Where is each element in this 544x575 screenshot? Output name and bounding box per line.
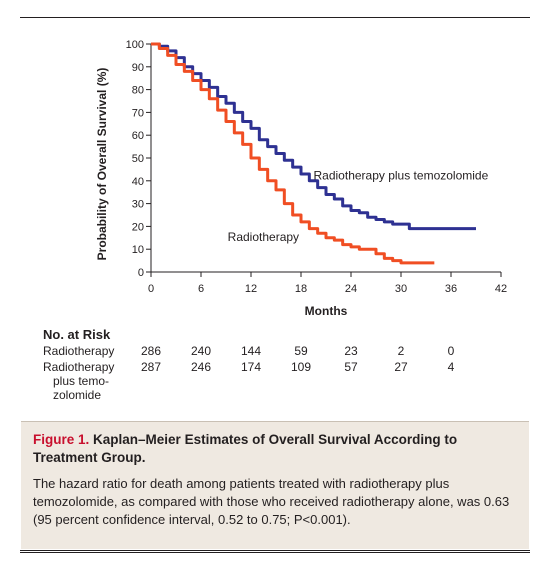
survival-curve-radiotherapy: [151, 42, 435, 265]
risk-value: 286: [140, 344, 162, 358]
y-tick-label: 10: [132, 244, 144, 256]
risk-row-label: zolomide: [53, 388, 102, 402]
y-axis-label: Probability of Overall Survival (%): [95, 68, 109, 261]
figure-label: Figure 1.: [33, 432, 90, 447]
annotation-radiotherapy: Radiotherapy: [228, 230, 299, 244]
x-axis-label: Months: [305, 304, 348, 318]
figure-bottom-rule: [20, 552, 530, 553]
risk-value: 4: [447, 360, 455, 374]
y-tick-label: 70: [132, 107, 144, 119]
risk-value: 59: [294, 344, 308, 358]
chart-svg: 0 10 20 30 40 50 60 70 80 90 100 0 6 12 18 24 30 36 42 Mont…: [95, 39, 507, 318]
risk-value: 0: [447, 344, 455, 358]
caption-text: The hazard ratio for death among patient…: [33, 476, 510, 527]
y-tick-label: 0: [138, 267, 144, 279]
risk-table: No. at Risk Radiotherapy 286 240 144 59 23 2 0 R…: [20, 324, 530, 414]
y-tick-label: 30: [132, 199, 144, 211]
risk-value: 57: [344, 360, 358, 374]
risk-value: 287: [140, 360, 162, 374]
risk-table-title: No. at Risk: [43, 327, 111, 342]
x-tick-label: 24: [345, 283, 357, 295]
survival-chart: 0 10 20 30 40 50 60 70 80 90 100 0 6 12 18 24 30 36 42 Mont…: [20, 18, 530, 318]
x-tick-label: 42: [495, 283, 507, 295]
y-tick-label: 100: [126, 39, 144, 51]
x-tick-label: 12: [245, 283, 257, 295]
risk-value: 23: [344, 344, 358, 358]
annotation-radiotherapy-plus-temozolomide: Radiotherapy plus temozolomide: [314, 169, 489, 183]
x-tick-label: 6: [198, 283, 204, 295]
risk-row-label: Radiotherapy: [43, 344, 115, 358]
risk-value: 27: [394, 360, 408, 374]
x-tick-label: 18: [295, 283, 307, 295]
risk-value: 246: [190, 360, 212, 374]
y-tick-label: 60: [132, 130, 144, 142]
risk-value: 174: [240, 360, 262, 374]
risk-value: 240: [190, 344, 212, 358]
figure-caption: Figure 1. Kaplan–Meier Estimates of Over…: [21, 421, 529, 549]
survival-curve-radiotherapy-plus-temozolomide: [151, 42, 476, 231]
x-tick-label: 36: [445, 283, 457, 295]
risk-value: 109: [290, 360, 312, 374]
y-tick-label: 50: [132, 153, 144, 165]
y-tick-label: 90: [132, 62, 144, 74]
x-tick-label: 0: [148, 283, 154, 295]
y-tick-label: 20: [132, 221, 144, 233]
y-tick-label: 40: [132, 176, 144, 188]
risk-value: 2: [397, 344, 405, 358]
caption-heading: Kaplan–Meier Estimates of Overall Surviv…: [33, 432, 458, 465]
risk-row-label: Radiotherapy: [43, 360, 115, 374]
x-tick-label: 30: [395, 283, 407, 295]
figure-frame: [20, 17, 530, 551]
risk-value: 144: [240, 344, 262, 358]
caption-title: Figure 1. Kaplan–Meier Estimates of Over…: [33, 431, 513, 467]
risk-row-label: plus temo-: [53, 374, 110, 388]
y-tick-label: 80: [132, 85, 144, 97]
